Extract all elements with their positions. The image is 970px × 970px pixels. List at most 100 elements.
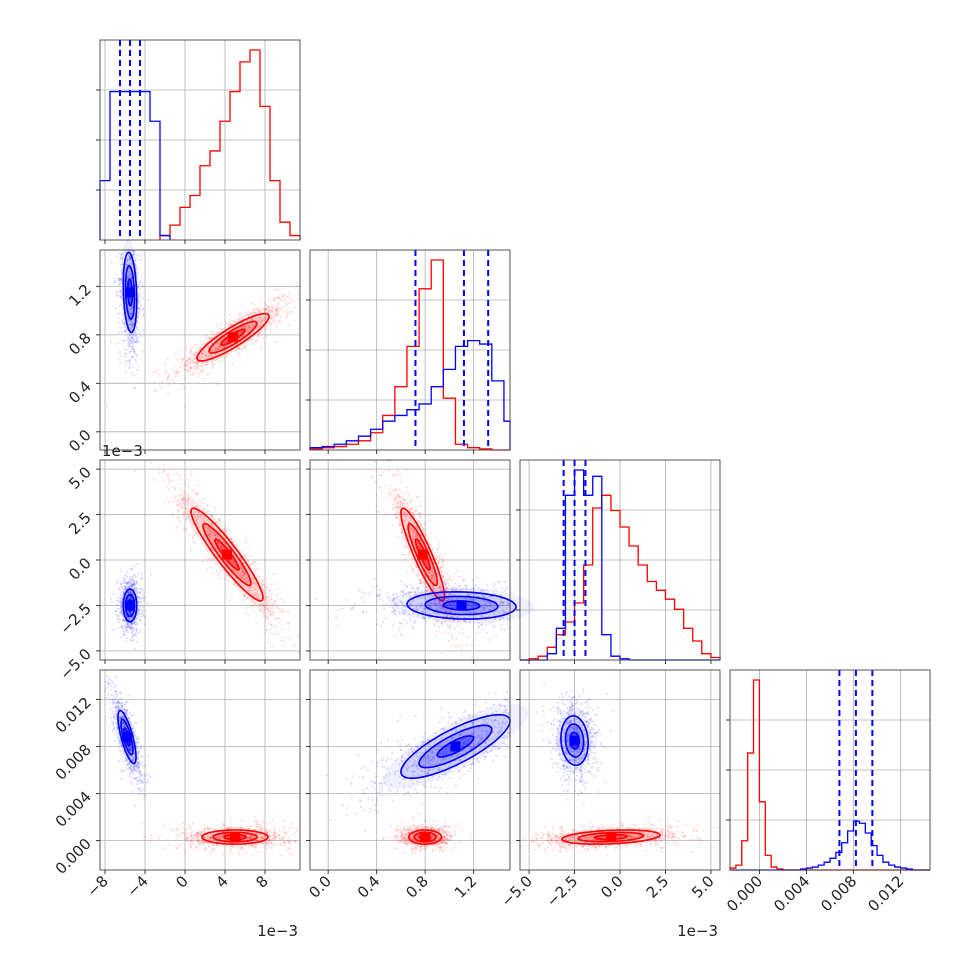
scatter-point <box>258 310 261 313</box>
scatter-point <box>234 318 237 321</box>
scatter-point <box>198 356 201 359</box>
scatter-point <box>211 363 214 366</box>
scatter-point <box>389 493 392 496</box>
scatter-point <box>129 578 132 581</box>
scatter-point <box>288 292 291 295</box>
scatter-point <box>257 309 260 312</box>
scatter-point <box>202 498 205 501</box>
scatter-point <box>116 291 119 294</box>
scatter-point <box>238 852 241 855</box>
scatter-point <box>191 373 194 376</box>
scatter-point <box>262 306 265 310</box>
scatter-point <box>450 624 453 627</box>
scatter-point <box>189 352 192 355</box>
scatter-point <box>246 329 250 332</box>
scatter-point <box>181 359 184 362</box>
scatter-point <box>183 482 186 485</box>
contours-red <box>179 492 275 617</box>
scatter-point <box>402 553 405 557</box>
scatter-point <box>190 373 193 376</box>
scatter-point <box>436 630 439 633</box>
scatter-point <box>180 843 183 846</box>
scatter-point <box>149 840 152 843</box>
scatter-point <box>263 301 266 304</box>
scatter-point <box>239 312 242 315</box>
scatter-point <box>124 574 127 577</box>
scatter-point <box>192 541 195 544</box>
scatter-point <box>129 362 132 365</box>
scatter-point <box>276 842 279 845</box>
scatter-point <box>186 482 189 486</box>
scatter-point <box>275 324 278 327</box>
y-tick-label: 0.0 <box>65 426 95 456</box>
scatter-point <box>387 469 390 472</box>
scatter-point <box>263 317 266 320</box>
scatter-point <box>254 340 257 343</box>
scatter-point <box>240 326 243 329</box>
scatter-point <box>386 596 390 600</box>
scatter-point <box>286 636 290 639</box>
scatter-point <box>428 536 431 539</box>
scatter-point <box>142 834 145 837</box>
scatter-point <box>255 308 258 311</box>
scatter-point <box>162 480 165 483</box>
scatter-point <box>374 577 377 581</box>
scatter-point <box>129 568 133 571</box>
scatter-point <box>383 485 386 488</box>
scatter-point <box>186 838 189 841</box>
scatter-point <box>434 634 437 637</box>
scatter-point <box>411 586 414 589</box>
scatter-point <box>402 493 405 496</box>
scatter-point <box>285 316 288 319</box>
scatter-point <box>253 308 256 311</box>
scatter-point <box>218 345 221 348</box>
scatter-point <box>135 635 138 638</box>
scatter-point <box>179 366 182 369</box>
scatter-point <box>135 630 138 634</box>
scatter-point <box>450 579 453 583</box>
scatter-point <box>225 339 228 342</box>
scatter-point <box>133 574 136 578</box>
scatter-point <box>179 486 182 489</box>
scatter-point <box>471 579 474 582</box>
scatter-point <box>178 843 181 846</box>
scatter-point <box>457 584 460 588</box>
scatter-point <box>228 313 231 316</box>
scatter-point <box>284 303 287 306</box>
scatter-point <box>254 303 257 306</box>
scatter-point <box>275 594 279 597</box>
scatter-point <box>377 486 380 489</box>
scatter-point <box>273 319 276 322</box>
scatter-point <box>171 379 174 382</box>
scatter-point <box>191 822 195 825</box>
scatter-point <box>210 341 214 344</box>
scatter-point <box>408 616 411 620</box>
scatter-point <box>405 497 408 500</box>
scatter-point <box>140 276 143 279</box>
scatter-point <box>242 315 245 318</box>
scatter-point <box>403 618 407 622</box>
scatter-point <box>260 347 263 350</box>
scatter-point <box>175 472 178 475</box>
scatter-point <box>419 579 422 582</box>
scatter-point <box>190 352 193 355</box>
scatter-point <box>224 527 227 530</box>
scatter-point <box>247 324 250 327</box>
scatter-point <box>337 624 340 627</box>
scatter-point <box>280 610 283 614</box>
scatter-point <box>446 632 450 635</box>
scatter-point <box>123 352 127 356</box>
x-tick-label: 0.012 <box>864 872 907 915</box>
scatter-point <box>121 339 125 342</box>
scatter-point <box>258 308 261 312</box>
scatter-point <box>116 600 119 603</box>
scatter-point <box>174 495 177 498</box>
scatter-point <box>269 317 272 320</box>
scatter-point <box>210 355 213 358</box>
scatter-point <box>270 623 273 627</box>
scatter-point <box>295 284 298 287</box>
scatter-point <box>381 620 384 624</box>
scatter-point <box>129 256 132 259</box>
scatter-point <box>392 503 395 506</box>
scatter-point <box>194 356 197 360</box>
